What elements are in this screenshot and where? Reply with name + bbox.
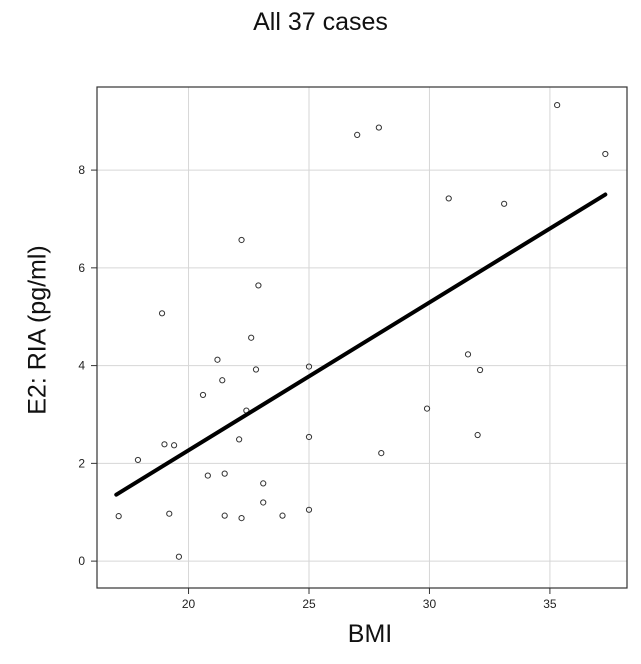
- data-point: [501, 200, 508, 207]
- data-point: [464, 351, 472, 358]
- x-tick-label: 25: [302, 597, 316, 611]
- data-point: [305, 363, 313, 370]
- data-point: [260, 480, 267, 487]
- data-point: [476, 366, 484, 374]
- grid-lines: [97, 87, 627, 588]
- data-point: [161, 441, 168, 448]
- data-point: [255, 282, 262, 289]
- data-point: [236, 436, 243, 443]
- y-tick-label: 8: [78, 163, 85, 177]
- data-point: [204, 472, 211, 479]
- x-tick-label: 20: [182, 597, 196, 611]
- data-point: [221, 470, 228, 477]
- data-point: [199, 391, 207, 399]
- data-point: [375, 124, 382, 131]
- data-point: [238, 515, 245, 522]
- data-point: [166, 510, 173, 517]
- data-point: [115, 513, 122, 520]
- y-tick-label: 2: [78, 456, 85, 470]
- plot-frame: [96, 86, 628, 589]
- tick-marks: 20 25 30 35 0 2 4 6 8: [78, 163, 557, 611]
- trend-line-group: [114, 192, 608, 497]
- data-point: [238, 236, 245, 244]
- y-tick-label: 4: [78, 359, 85, 373]
- x-tick-label: 30: [423, 597, 437, 611]
- data-point: [158, 310, 166, 317]
- data-point: [248, 334, 255, 341]
- data-point: [175, 553, 183, 560]
- data-point: [378, 449, 385, 457]
- data-point: [554, 101, 561, 109]
- y-tick-label: 0: [78, 554, 85, 568]
- data-point: [134, 456, 142, 464]
- data-point: [602, 150, 609, 158]
- data-point: [214, 356, 221, 363]
- x-tick-label: 35: [543, 597, 557, 611]
- data-point: [170, 442, 178, 449]
- data-point: [279, 512, 286, 519]
- data-point: [305, 433, 313, 441]
- data-points: [115, 101, 609, 560]
- chart-title: All 37 cases: [253, 8, 388, 36]
- trend-line: [114, 192, 608, 497]
- data-point: [260, 499, 267, 506]
- y-tick-label: 6: [78, 261, 85, 275]
- data-point: [252, 366, 260, 373]
- data-point: [474, 431, 481, 439]
- data-point: [305, 506, 313, 513]
- data-point: [219, 377, 226, 384]
- data-point: [423, 405, 431, 412]
- data-point: [445, 195, 452, 202]
- x-axis-label: BMI: [347, 620, 393, 648]
- data-point: [354, 131, 361, 139]
- data-point: [221, 512, 228, 519]
